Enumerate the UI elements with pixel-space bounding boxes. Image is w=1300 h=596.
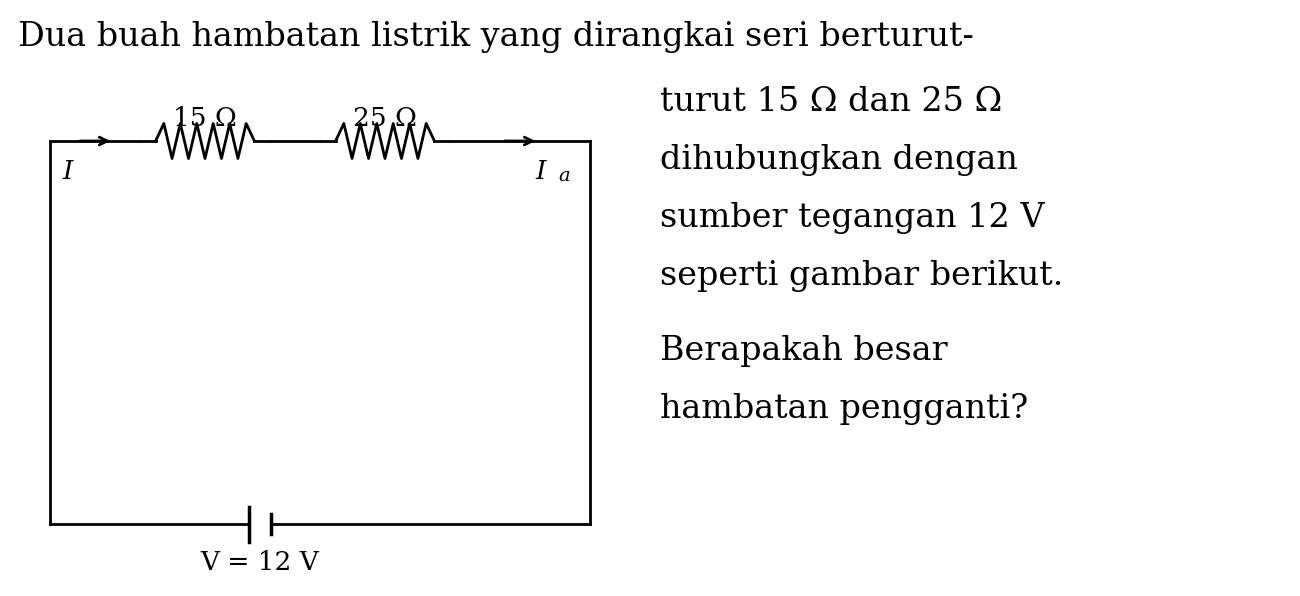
Text: 25 Ω: 25 Ω xyxy=(354,106,417,131)
Text: dihubungkan dengan: dihubungkan dengan xyxy=(660,144,1018,176)
Text: V = 12 V: V = 12 V xyxy=(200,550,320,575)
Text: a: a xyxy=(558,167,569,185)
Text: turut 15 Ω dan 25 Ω: turut 15 Ω dan 25 Ω xyxy=(660,86,1002,118)
Text: Dua buah hambatan listrik yang dirangkai seri berturut-: Dua buah hambatan listrik yang dirangkai… xyxy=(18,21,974,53)
Text: Berapakah besar: Berapakah besar xyxy=(660,336,948,367)
Text: 15 Ω: 15 Ω xyxy=(173,106,237,131)
Text: I: I xyxy=(62,159,73,184)
Text: seperti gambar berikut.: seperti gambar berikut. xyxy=(660,260,1063,292)
Text: sumber tegangan 12 V: sumber tegangan 12 V xyxy=(660,202,1044,234)
Text: I: I xyxy=(536,159,546,184)
Text: hambatan pengganti?: hambatan pengganti? xyxy=(660,393,1028,426)
